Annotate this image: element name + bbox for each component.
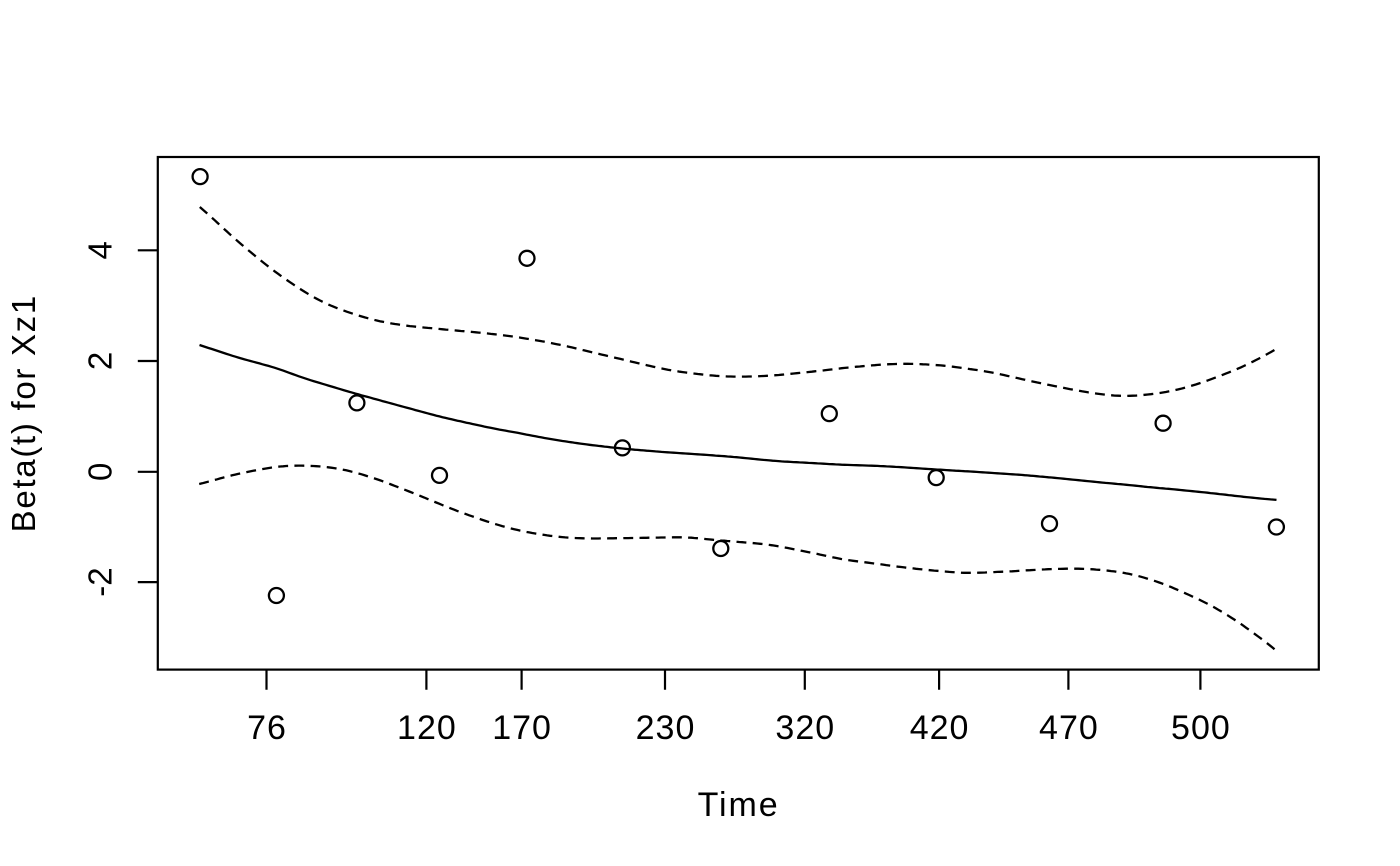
svg-text:470: 470 <box>1039 709 1099 747</box>
svg-text:230: 230 <box>636 709 696 747</box>
svg-text:0: 0 <box>81 463 118 481</box>
svg-text:-2: -2 <box>81 567 118 596</box>
svg-text:Beta(t) for Xz1: Beta(t) for Xz1 <box>5 294 42 532</box>
svg-text:2: 2 <box>81 352 118 370</box>
svg-text:120: 120 <box>397 709 457 747</box>
svg-text:420: 420 <box>910 709 970 747</box>
svg-text:320: 320 <box>775 709 835 747</box>
svg-text:76: 76 <box>247 709 287 747</box>
svg-text:4: 4 <box>81 241 118 259</box>
svg-text:Time: Time <box>698 786 780 824</box>
svg-text:500: 500 <box>1171 709 1231 747</box>
svg-text:170: 170 <box>492 709 552 747</box>
